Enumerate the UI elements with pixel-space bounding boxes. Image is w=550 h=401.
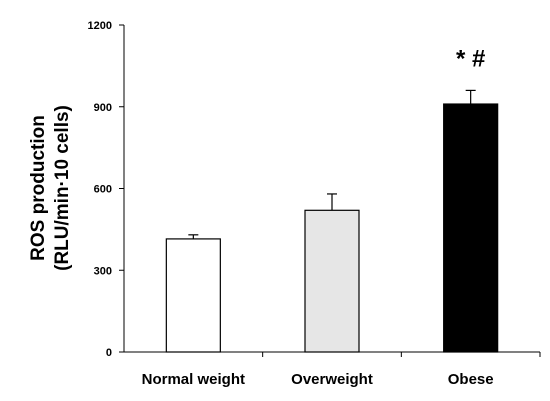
y-axis-label-line1: ROS production bbox=[28, 115, 49, 261]
y-tick-label: 300 bbox=[94, 265, 112, 277]
category-label: Overweight bbox=[291, 371, 373, 388]
labels: Normal weight Overweight Obese * # bbox=[142, 45, 494, 388]
bar bbox=[443, 103, 499, 353]
y-tick-label: 900 bbox=[94, 102, 112, 114]
y-tick-label: 600 bbox=[94, 184, 112, 196]
category-label: Obese bbox=[448, 371, 494, 388]
y-axis-label-line2: (RLU/min·10 cells) bbox=[52, 105, 73, 271]
category-label: Normal weight bbox=[142, 371, 245, 388]
bars bbox=[165, 89, 499, 353]
bar bbox=[165, 238, 221, 353]
y-tick-label: 1200 bbox=[88, 20, 112, 32]
y-tick-label: 0 bbox=[106, 347, 112, 359]
y-axis: 0 300 600 900 1200 bbox=[88, 20, 125, 359]
x-axis bbox=[124, 351, 541, 357]
significance-annotation: * # bbox=[456, 45, 485, 72]
bar bbox=[304, 209, 360, 353]
